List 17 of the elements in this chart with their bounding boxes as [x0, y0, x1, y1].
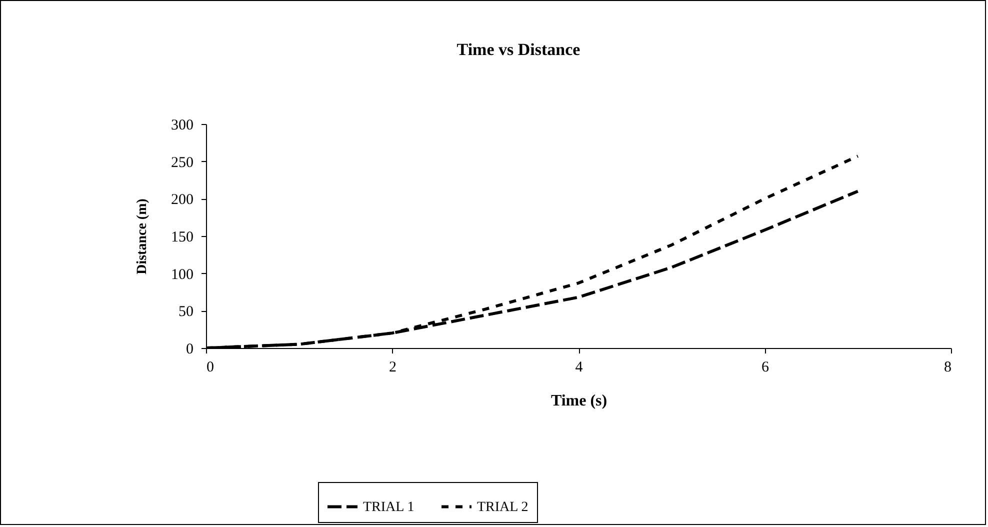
y-tick-label: 200: [171, 192, 194, 208]
x-tick-label: 6: [762, 360, 770, 376]
y-tick-label: 250: [171, 154, 194, 171]
y-tick-label: 300: [171, 118, 194, 134]
y-tick-label: 50: [178, 304, 194, 320]
y-tick-label: 100: [171, 266, 194, 283]
x-axis-title: Time (s): [550, 392, 608, 410]
y-tick-label: 150: [171, 230, 194, 246]
x-tick-label: 8: [944, 360, 952, 376]
x-tick-label: 0: [206, 360, 214, 376]
chart-title: Time vs Distance: [456, 40, 581, 59]
x-tick-label: 2: [389, 360, 396, 376]
legend-label: TRIAL 1: [363, 500, 414, 515]
y-tick-label: 0: [186, 342, 194, 358]
legend-label: TRIAL 2: [477, 500, 528, 515]
y-axis-title: Distance (m): [135, 198, 150, 274]
x-tick-label: 4: [575, 360, 584, 376]
